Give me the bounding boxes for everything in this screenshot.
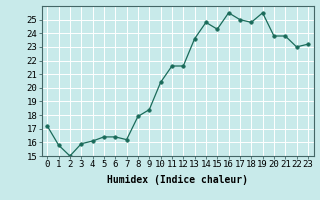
X-axis label: Humidex (Indice chaleur): Humidex (Indice chaleur) [107,175,248,185]
